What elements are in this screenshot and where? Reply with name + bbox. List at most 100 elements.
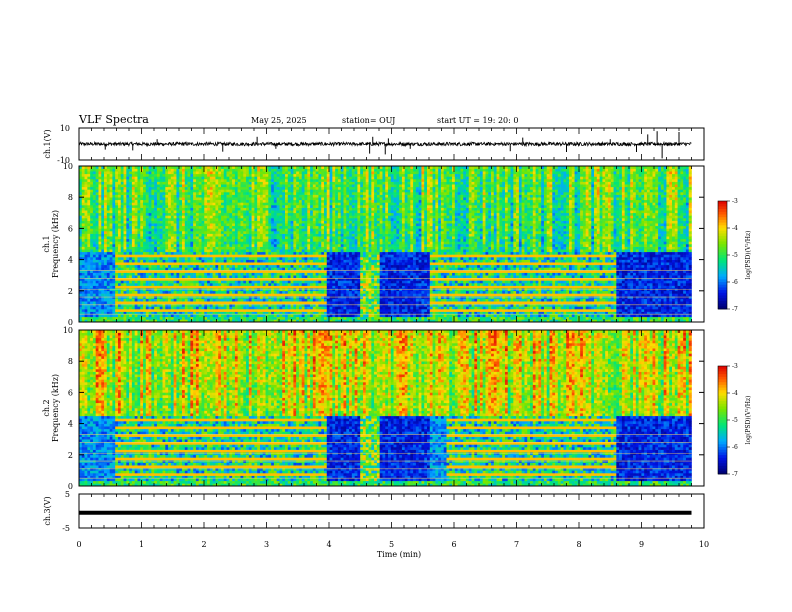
spectrogram-cell <box>188 314 191 317</box>
spectrogram-cell <box>93 213 96 216</box>
spectrogram-cell <box>204 304 207 307</box>
spectrogram-cell <box>112 249 115 252</box>
spectrogram-cell <box>140 231 143 234</box>
spectrogram-cell <box>85 265 88 268</box>
spectrogram-cell <box>174 244 177 247</box>
spectrogram-cell <box>151 210 154 213</box>
spectrogram-cell <box>146 286 149 289</box>
spectrogram-cell <box>157 275 160 278</box>
spectrogram-cell <box>149 291 152 294</box>
spectrogram-cell <box>160 234 163 237</box>
spectrogram-cell <box>215 197 218 200</box>
spectrogram-cell <box>154 239 157 242</box>
spectrogram-cell <box>235 299 238 302</box>
spectrogram-cell <box>199 299 202 302</box>
spectrogram-cell <box>179 202 182 205</box>
spectrogram-cell <box>90 210 93 213</box>
spectrogram-cell <box>118 252 121 255</box>
spectrogram-cell <box>182 169 185 172</box>
spectrogram-cell <box>182 179 185 182</box>
spectrogram-cell <box>238 176 241 179</box>
spectrogram-cell <box>104 314 107 317</box>
spectrogram-cell <box>160 215 163 218</box>
spectrogram-cell <box>240 249 243 252</box>
spectrogram-cell <box>163 254 166 257</box>
spectrogram-cell <box>143 234 146 237</box>
spectrogram-cell <box>193 293 196 296</box>
spectrogram-cell <box>229 309 232 312</box>
spectrogram-cell <box>140 262 143 265</box>
spectrogram-cell <box>110 260 113 263</box>
spectrogram-cell <box>171 195 174 198</box>
spectrogram-cell <box>163 247 166 250</box>
spectrogram-cell <box>140 234 143 237</box>
spectrogram-cell <box>151 234 154 237</box>
spectrogram-cell <box>232 218 235 221</box>
spectrogram-cell <box>129 202 132 205</box>
spectrogram-cell <box>193 249 196 252</box>
spectrogram-cell <box>151 301 154 304</box>
spectrogram-cell <box>110 244 113 247</box>
spectrogram-cell <box>204 189 207 192</box>
spectrogram-cell <box>168 195 171 198</box>
spectrogram-cell <box>121 275 124 278</box>
spectrogram-cell <box>190 182 193 185</box>
spectrogram-cell <box>240 187 243 190</box>
spectrogram-cell <box>165 265 168 268</box>
spectrogram-cell <box>218 218 221 221</box>
spectrogram-cell <box>118 286 121 289</box>
spectrogram-cell <box>129 228 132 231</box>
spectrogram-cell <box>149 197 152 200</box>
spectrogram-cell <box>132 215 135 218</box>
spectrogram-cell <box>160 283 163 286</box>
spectrogram-cell <box>135 215 138 218</box>
spectrogram-cell <box>227 234 230 237</box>
spectrogram-cell <box>171 213 174 216</box>
spectrogram-cell <box>204 195 207 198</box>
spectrogram-cell <box>87 187 90 190</box>
spectrogram-cell <box>210 244 213 247</box>
spectrogram-cell <box>87 213 90 216</box>
spectrogram-cell <box>182 286 185 289</box>
spectrogram-cell <box>232 184 235 187</box>
spectrogram-cell <box>151 171 154 174</box>
spectrogram-cell <box>227 262 230 265</box>
spectrogram-cell <box>149 182 152 185</box>
spectrogram-cell <box>196 174 199 177</box>
spectrogram-cell <box>196 239 199 242</box>
spectrogram-cell <box>227 187 230 190</box>
spectrogram-cell <box>210 301 213 304</box>
spectrogram-cell <box>93 195 96 198</box>
spectrogram-cell <box>204 254 207 257</box>
spectrogram-cell <box>235 247 238 250</box>
spectrogram-cell <box>126 273 129 276</box>
spectrogram-cell <box>179 241 182 244</box>
spectrogram-cell <box>190 234 193 237</box>
spectrogram-cell <box>112 195 115 198</box>
spectrogram-cell <box>174 176 177 179</box>
spectrogram-cell <box>160 195 163 198</box>
spectrogram-cell <box>85 231 88 234</box>
spectrogram-cell <box>132 291 135 294</box>
spectrogram-cell <box>202 239 205 242</box>
spectrogram-cell <box>218 283 221 286</box>
spectrogram-cell <box>146 205 149 208</box>
spectrogram-cell <box>215 213 218 216</box>
spectrogram-cell <box>149 176 152 179</box>
spectrogram-cell <box>210 288 213 291</box>
spectrogram-cell <box>85 299 88 302</box>
spectrogram-cell <box>118 241 121 244</box>
spectrogram-cell <box>185 234 188 237</box>
spectrogram-cell <box>224 296 227 299</box>
spectrogram-cell <box>196 317 199 320</box>
spectrogram-cell <box>121 184 124 187</box>
spectrogram-cell <box>193 254 196 257</box>
spectrogram-cell <box>207 247 210 250</box>
spectrogram-cell <box>232 262 235 265</box>
spectrogram-cell <box>171 239 174 242</box>
spectrogram-cell <box>149 273 152 276</box>
spectrogram-cell <box>199 187 202 190</box>
spectrogram-cell <box>215 254 218 257</box>
spectrogram-cell <box>165 314 168 317</box>
spectrogram-cell <box>115 301 118 304</box>
